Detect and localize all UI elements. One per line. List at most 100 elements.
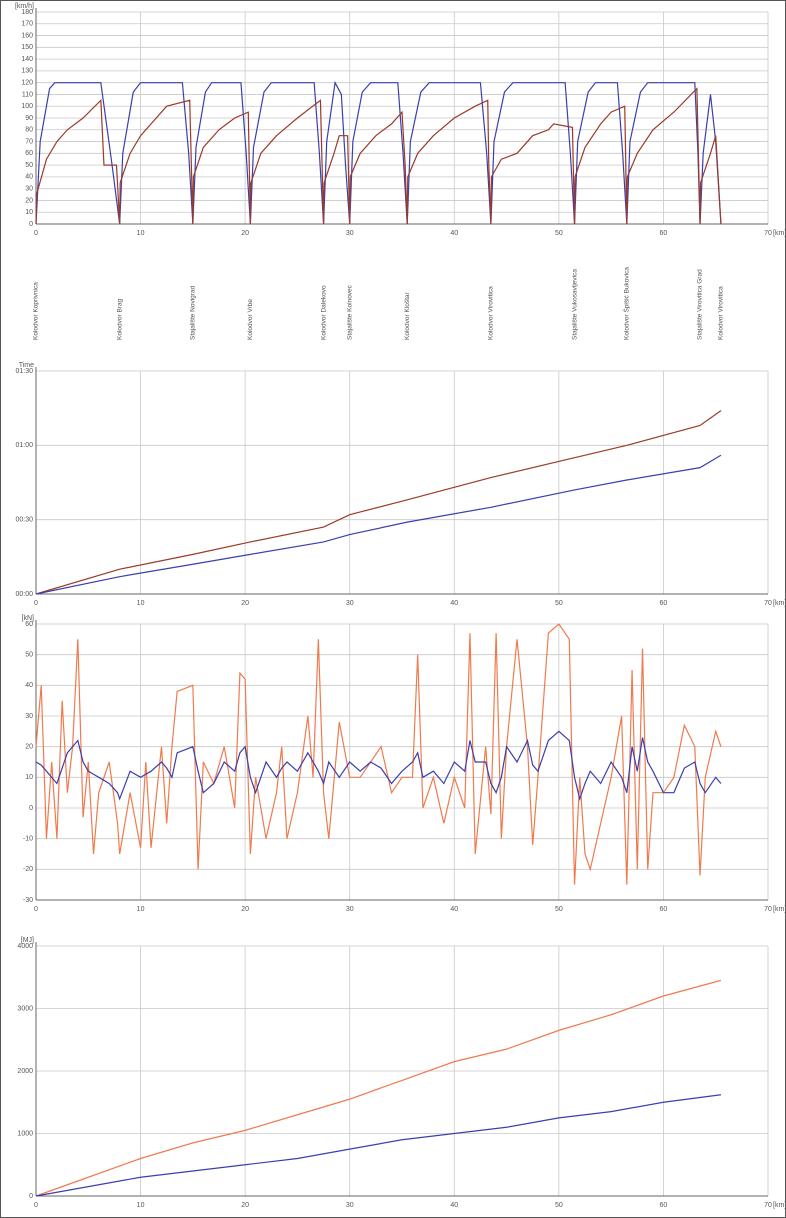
x-axis-label: [km] [773,906,786,913]
x-tick-label: 50 [555,600,563,607]
data-line [35,1094,722,1197]
y-tick-label: 60 [25,621,33,628]
x-tick-label: 70 [764,906,772,913]
y-tick-label: 120 [21,80,33,87]
x-axis-label: [km] [773,1202,786,1209]
x-tick-label: 60 [660,906,668,913]
data-line [35,410,722,595]
y-tick-label: 01:30 [15,368,33,375]
x-tick-label: 30 [346,906,354,913]
y-tick-label: 10 [25,774,33,781]
data-line [35,623,722,885]
y-tick-label: -20 [23,866,33,873]
y-tick-label: 30 [25,186,33,193]
station-label: Kolodvor Kloštar [404,291,411,340]
x-tick-label: 40 [450,906,458,913]
station-label: Kolodvor Koprivnica [33,282,40,340]
y-tick-label: 40 [25,174,33,181]
x-tick-label: 30 [346,1202,354,1209]
y-tick-label: -30 [23,897,33,904]
x-tick-label: 30 [346,230,354,237]
y-tick-label: 100 [21,103,33,110]
station-label: Stajalište Vukosavljevica [571,269,578,340]
data-line [35,454,722,595]
y-tick-label: 20 [25,197,33,204]
data-line [35,730,722,801]
y-tick-label: 150 [21,44,33,51]
x-tick-label: 40 [450,1202,458,1209]
y-tick-label: 1000 [17,1130,33,1137]
y-tick-label: 50 [25,162,33,169]
x-tick-label: 0 [34,600,38,607]
y-tick-label: 90 [25,115,33,122]
y-tick-label: 50 [25,652,33,659]
y-tick-label: 3000 [17,1005,33,1012]
x-tick-label: 50 [555,1202,563,1209]
x-tick-label: 50 [555,230,563,237]
y-tick-label: 60 [25,150,33,157]
y-tick-label: 140 [21,56,33,63]
x-tick-label: 60 [660,1202,668,1209]
x-tick-label: 40 [450,600,458,607]
y-tick-label: 180 [21,9,33,16]
x-tick-label: 70 [764,1202,772,1209]
y-tick-label: 2000 [17,1068,33,1075]
station-label: Kolodvor Vrbe [247,299,254,340]
y-tick-label: 40 [25,682,33,689]
y-tick-label: 10 [25,209,33,216]
station-label: Kolodvor Virovitica [718,286,725,340]
x-tick-label: 10 [137,906,145,913]
x-tick-label: 10 [137,230,145,237]
y-tick-label: 160 [21,32,33,39]
y-tick-label: 170 [21,21,33,28]
x-axis-label: [km] [773,600,786,607]
x-tick-label: 20 [241,1202,249,1209]
data-line [35,80,722,225]
y-tick-label: 30 [25,713,33,720]
y-tick-label: 70 [25,138,33,145]
x-tick-label: 70 [764,230,772,237]
station-label: Kolodvor Brag [116,298,123,340]
x-tick-label: 20 [241,230,249,237]
station-label: Kolodvor Dalekovo [320,285,327,340]
x-tick-label: 50 [555,906,563,913]
x-tick-label: 0 [34,1202,38,1209]
x-tick-label: 60 [660,600,668,607]
y-axis-label: [MJ] [21,937,34,944]
y-tick-label: 110 [22,91,33,98]
y-tick-label: 130 [21,68,33,75]
x-tick-label: 10 [137,600,145,607]
y-tick-label: 4000 [17,943,33,950]
y-tick-label: 20 [25,744,33,751]
station-label: Stajalište Novigrad [190,285,197,340]
station-label: Stajalište Kolnovec [346,284,353,340]
x-tick-label: 70 [764,600,772,607]
data-line [35,979,722,1197]
y-tick-label: 0 [29,1193,33,1200]
x-tick-label: 10 [137,1202,145,1209]
y-axis-label: [km/h] [15,3,34,10]
x-tick-label: 20 [241,600,249,607]
y-tick-label: 00:00 [15,591,33,598]
y-tick-label: 01:00 [15,442,33,449]
x-tick-label: 30 [346,600,354,607]
y-tick-label: 0 [29,221,33,228]
x-tick-label: 0 [34,906,38,913]
y-tick-label: 80 [25,127,33,134]
station-label: Kolodvor Špišić Bukovica [622,267,631,340]
x-tick-label: 60 [660,230,668,237]
x-axis-label: [km] [773,230,786,237]
y-axis-label: Time [19,362,34,369]
x-tick-label: 40 [450,230,458,237]
station-label: Stajalište Virovitica Grad [697,269,704,340]
station-label: Kolodvor Virovitica [488,286,495,340]
y-axis-label: [kN] [22,615,35,622]
data-line [35,87,722,225]
y-tick-label: -10 [23,836,33,843]
y-tick-label: 00:30 [15,517,33,524]
y-tick-label: 0 [29,805,33,812]
x-tick-label: 20 [241,906,249,913]
x-tick-label: 0 [34,230,38,237]
